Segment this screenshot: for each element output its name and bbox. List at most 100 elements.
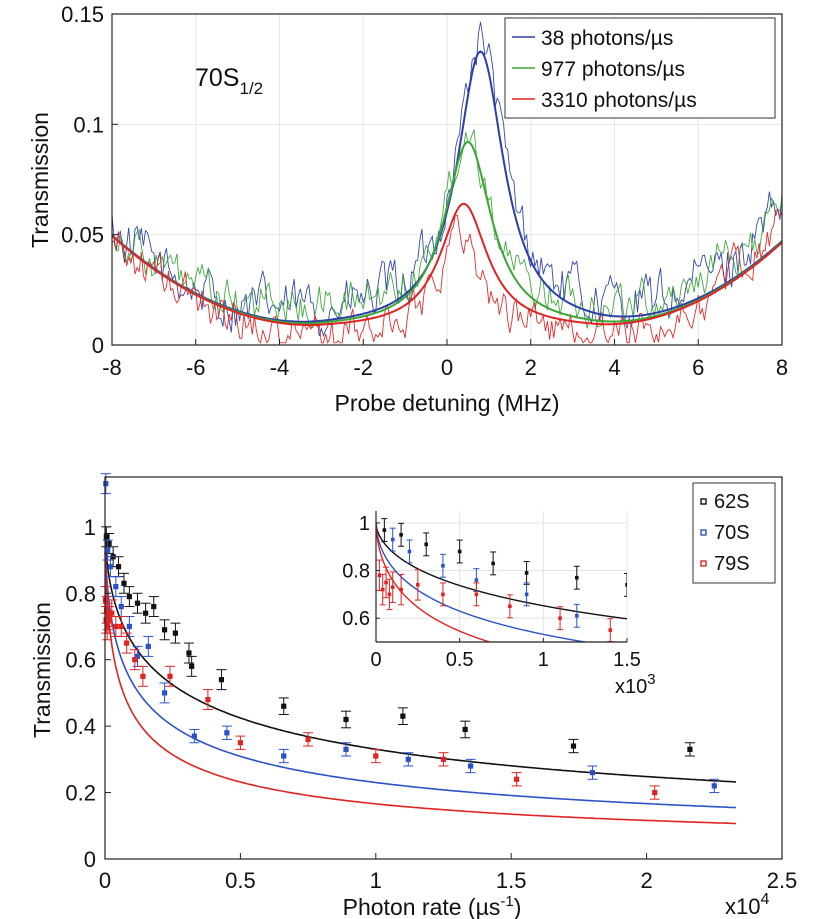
top-x-tick-label-1: -6 (186, 355, 206, 380)
legend-label-79s: 79S (714, 553, 750, 575)
bottom-ticks: 0 0.5 1 1.5 2 2.5 0 0.2 0.4 0.6 0.8 1 (65, 515, 797, 893)
inset-marker-79s-9 (508, 604, 512, 609)
inset-marker-79s-2 (384, 580, 388, 585)
bottom-marker-70s-2 (107, 564, 114, 570)
bottom-marker-79s-6 (109, 610, 115, 616)
bottom-marker-62s-6 (134, 600, 141, 606)
bottom-marker-70s-7 (145, 643, 151, 650)
bottom-y-tick-label-1: 0.2 (65, 781, 96, 806)
bottom-marker-62s-1 (106, 540, 112, 547)
bottom-fit-curve-70s (105, 526, 737, 809)
bottom-x-tick-label-4: 2 (640, 868, 652, 893)
bottom-marker-62s-16 (400, 713, 406, 719)
bottom-marker-70s-4 (118, 603, 124, 610)
bottom-point-70s-10 (221, 725, 232, 740)
inset-chart: 0 0.5 1 1.5 0.6 0.8 1 x103 (342, 511, 656, 698)
bottom-marker-62s-15 (343, 716, 349, 723)
bottom-point-70s-13 (403, 752, 414, 767)
bottom-marker-70s-11 (281, 753, 287, 759)
inset-x-multiplier-exp: 3 (647, 671, 655, 688)
bottom-marker-79s-5 (106, 617, 112, 623)
bottom-marker-62s-10 (172, 630, 179, 636)
bottom-marker-79s-16 (373, 753, 379, 759)
bottom-marker-70s-3 (113, 584, 119, 590)
bottom-point-62s-7 (140, 602, 151, 624)
bottom-point-79s-9 (121, 632, 132, 654)
bottom-x-axis-label-main: Photon rate (µs (343, 894, 501, 919)
bottom-x-tick-label-2: 1 (370, 868, 382, 893)
bottom-y-axis-label: Transmission (29, 602, 55, 738)
inset-marker-70s-1 (390, 537, 395, 542)
inset-marker-79s-10 (558, 616, 562, 620)
inset-x-multiplier: x103 (615, 671, 656, 698)
bottom-marker-79s-14 (237, 740, 243, 746)
bottom-y-tick-label-3: 0.6 (65, 648, 96, 673)
bottom-marker-79s-19 (652, 789, 658, 796)
inset-point-70s-1 (389, 527, 396, 552)
bottom-fit-curve-79s (105, 526, 737, 825)
inset-x-tick-label-2: 1 (538, 649, 549, 671)
bottom-point-62s-9 (159, 619, 170, 641)
inset-point-79s-2 (383, 566, 390, 599)
bottom-x-multiplier: x104 (725, 891, 769, 919)
bottom-point-79s-14 (235, 735, 246, 750)
top-x-tick-label-0: -8 (102, 355, 122, 380)
inset-x-tick-label-3: 1.5 (613, 649, 641, 671)
inset-point-62s-3 (456, 539, 463, 564)
bottom-marker-79s-13 (205, 696, 211, 703)
bottom-legend: 62S 70S 79S (692, 482, 776, 584)
inset-marker-79s-8 (474, 592, 479, 597)
bottom-marker-70s-5 (126, 623, 132, 630)
top-x-axis-label: Probe detuning (MHz) (335, 390, 560, 416)
bottom-y-tick-label-5: 1 (84, 515, 96, 540)
bottom-point-70s-15 (587, 765, 598, 780)
inset-point-79s-6 (414, 569, 421, 601)
bottom-point-79s-15 (303, 732, 314, 747)
bottom-point-79s-16 (370, 748, 381, 764)
bottom-marker-62s-11 (186, 650, 192, 656)
inset-fit-curve-62s (376, 522, 627, 620)
bottom-marker-62s-3 (115, 564, 122, 570)
inset-point-62s-1 (398, 522, 405, 547)
inset-marker-62s-7 (625, 583, 627, 587)
top-y-tick-label-1: 0.05 (61, 223, 104, 248)
bottom-marker-70s-12 (343, 746, 349, 752)
bottom-marker-62s-14 (281, 703, 287, 709)
inset-point-79s-8 (473, 582, 480, 607)
bottom-marker-70s-10 (224, 730, 230, 736)
bottom-point-79s-19 (649, 785, 660, 800)
bottom-x-axis-label-sup: -1 (500, 893, 513, 910)
inset-marker-62s-1 (399, 533, 403, 537)
bottom-marker-62s-19 (687, 746, 693, 752)
bottom-x-multiplier-exp: 4 (760, 891, 769, 908)
inset-plot-area (376, 511, 627, 642)
inset-marker-79s-11 (608, 628, 613, 632)
bottom-y-tick-label-4: 0.8 (65, 581, 96, 606)
inset-x-multiplier-base: x10 (615, 676, 647, 698)
top-x-tick-label-4: 0 (441, 355, 453, 380)
inset-ticks: 0 0.5 1 1.5 0.6 0.8 1 (342, 513, 641, 671)
bottom-x-tick-label-5: 2.5 (767, 868, 798, 893)
bottom-marker-70s-14 (467, 763, 474, 769)
inset-data-points (376, 518, 627, 642)
bottom-marker-70s-0 (103, 481, 109, 487)
photon-rate-chart: 0 0.5 1 1.5 2 2.5 0 0.2 0.4 0.6 0.8 1 Photon rate (… (29, 473, 797, 919)
inset-point-70s-2 (406, 539, 413, 564)
inset-point-62s-4 (490, 551, 497, 576)
inset-point-79s-7 (439, 582, 446, 607)
inset-marker-79s-3 (387, 592, 392, 597)
inset-marker-79s-7 (441, 592, 445, 597)
bottom-point-79s-18 (511, 772, 522, 787)
legend-label-62s: 62S (714, 491, 750, 513)
legend-label-38: 38 photons/µs (541, 27, 673, 50)
legend-marker-62s (700, 498, 707, 505)
bottom-marker-62s-7 (143, 610, 149, 616)
bottom-marker-79s-17 (440, 756, 447, 762)
inset-marker-79s-5 (399, 587, 403, 592)
bottom-marker-79s-15 (305, 736, 311, 743)
top-x-tick-label-8: 8 (776, 355, 788, 380)
inset-marker-62s-5 (524, 571, 529, 575)
top-y-tick-label-2: 0.1 (73, 112, 104, 137)
legend-label-977: 977 photons/µs (541, 58, 685, 81)
